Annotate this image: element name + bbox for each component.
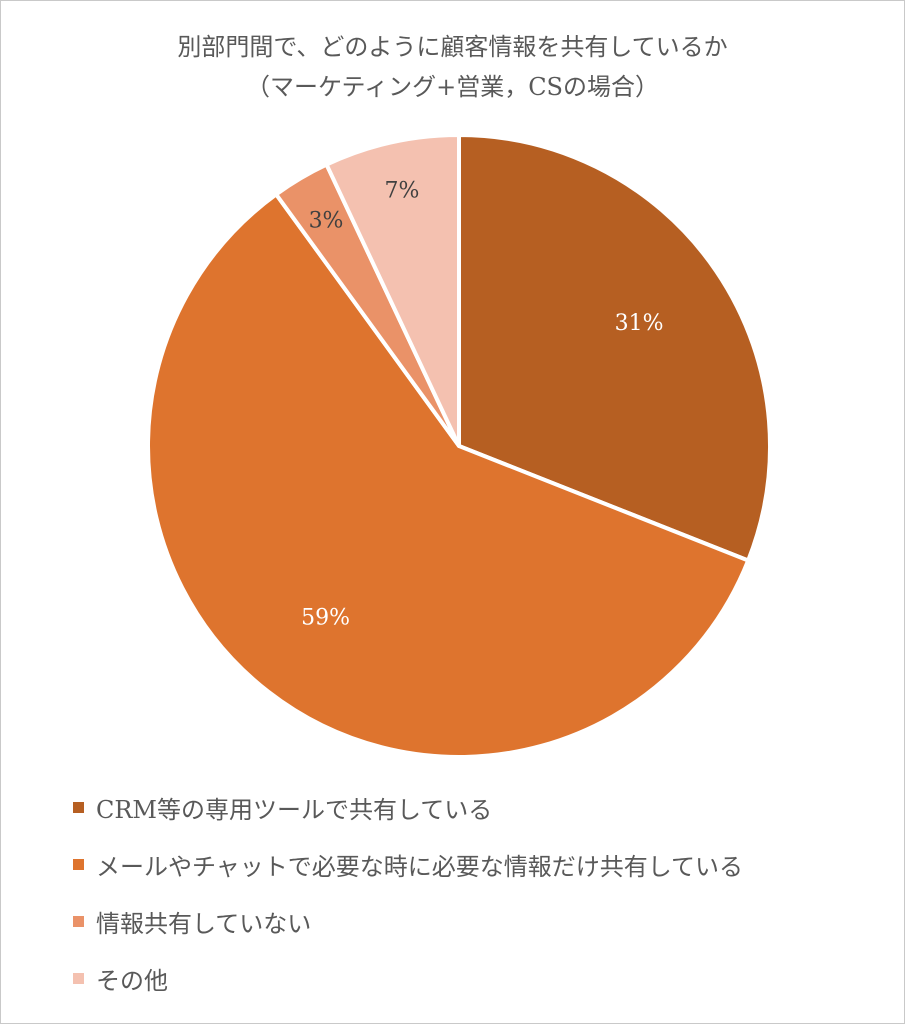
legend-swatch-3 [73, 916, 84, 927]
legend-swatch-4 [73, 973, 84, 984]
legend-label-1: CRM等の専用ツールで共有している [96, 796, 493, 824]
legend: CRM等の専用ツールで共有しているメールやチャットで必要な時に必要な情報だけ共有… [73, 779, 743, 1007]
legend-item-3: 情報共有していない [73, 893, 743, 950]
legend-swatch-1 [73, 802, 84, 813]
legend-item-2: メールやチャットで必要な時に必要な情報だけ共有している [73, 836, 743, 893]
legend-swatch-2 [73, 859, 84, 870]
legend-label-4: その他 [96, 967, 168, 995]
pie-slice-4 [324, 133, 461, 448]
data-label-4: 7% [385, 179, 420, 204]
chart-title: 別部門間で、どのように顧客情報を共有しているか [177, 33, 728, 61]
chart-subtitle: （マーケティング+営業，CSの場合） [246, 73, 659, 101]
data-label-3: 3% [309, 209, 344, 234]
chart-title-block: 別部門間で、どのように顧客情報を共有しているか （マーケティング+営業，CSの場… [1, 27, 904, 107]
data-label-1: 31% [615, 311, 664, 336]
legend-label-2: メールやチャットで必要な時に必要な情報だけ共有している [96, 853, 744, 881]
pie-chart: 31% 59% 3% 7% [146, 133, 772, 759]
pie-slice-2 [146, 192, 751, 759]
pie-slice-1 [457, 133, 772, 563]
legend-label-3: 情報共有していない [96, 910, 312, 938]
data-label-2: 59% [301, 606, 350, 631]
legend-item-1: CRM等の専用ツールで共有している [73, 779, 743, 836]
legend-item-4: その他 [73, 950, 743, 1007]
